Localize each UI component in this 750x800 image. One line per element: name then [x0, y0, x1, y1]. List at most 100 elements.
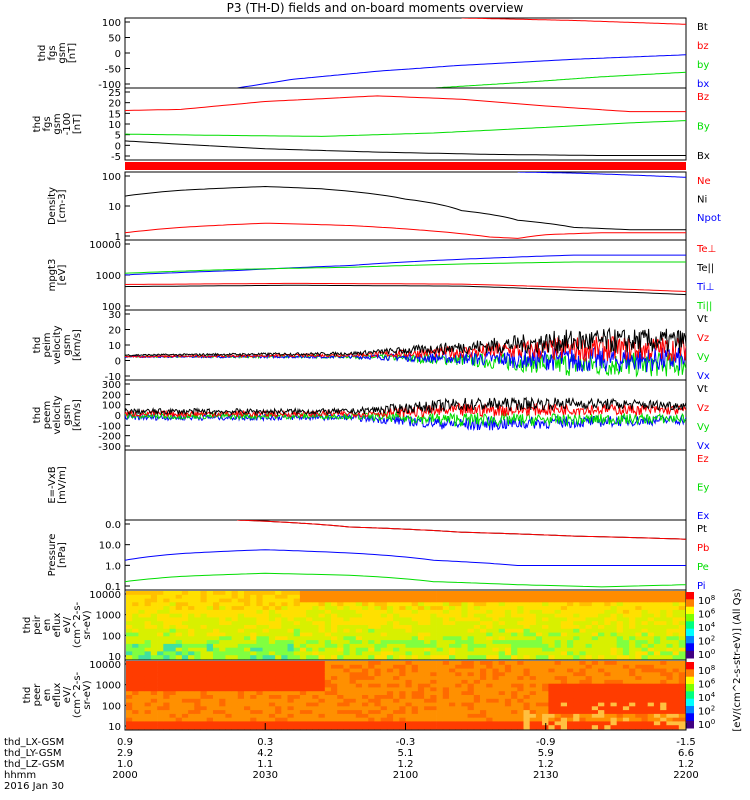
heatmap-cell: [473, 679, 481, 685]
heatmap-cell: [405, 651, 413, 656]
heatmap-cell: [312, 676, 319, 681]
heatmap-cell: [293, 617, 301, 622]
heatmap-cell: [206, 651, 214, 656]
heatmap-cell: [299, 679, 307, 685]
heatmap-cell: [250, 661, 257, 666]
heatmap-cell: [169, 651, 177, 656]
heatmap-cell: [430, 628, 437, 633]
heatmap-cell: [349, 655, 357, 660]
heatmap-cell: [442, 625, 450, 630]
heatmap-cell: [467, 617, 475, 622]
heatmap-cell: [355, 621, 363, 626]
heatmap-cell: [194, 713, 201, 719]
heatmap-cell: [343, 609, 350, 615]
heatmap-cell: [386, 668, 394, 673]
heatmap-cell: [411, 698, 419, 703]
heatmap-cell: [554, 594, 562, 599]
heatmap-cell: [237, 591, 245, 596]
heatmap-cell: [504, 632, 512, 637]
heatmap-cell: [523, 628, 531, 633]
heatmap-cell: [380, 664, 388, 669]
heatmap-cell: [473, 625, 481, 630]
y-axis-label: peem: [42, 401, 53, 429]
heatmap-cell: [237, 661, 245, 666]
heatmap-cell: [244, 598, 251, 603]
heatmap-cell: [548, 721, 555, 726]
heatmap-cell: [337, 687, 344, 692]
heatmap-cell: [169, 594, 177, 599]
heatmap-cell: [126, 679, 133, 685]
heatmap-cell: [206, 628, 214, 633]
heatmap-cell: [362, 625, 369, 630]
heatmap-cell: [560, 655, 568, 660]
heatmap-cell: [542, 710, 549, 715]
heatmap-cell: [188, 621, 195, 626]
heatmap-cell: [287, 651, 295, 656]
heatmap-cell: [591, 683, 599, 688]
heatmap-cell: [436, 710, 444, 715]
heatmap-cell: [150, 721, 158, 726]
heatmap-cell: [200, 609, 208, 615]
heatmap-cell: [275, 632, 282, 637]
heatmap-cell: [504, 598, 512, 603]
heatmap-cell: [337, 647, 344, 652]
heatmap-cell: [306, 613, 313, 618]
heatmap-cell: [573, 702, 580, 707]
heatmap-cell: [343, 725, 350, 730]
heatmap-cell: [411, 695, 419, 700]
heatmap-cell: [461, 591, 468, 596]
heatmap-cell: [442, 702, 450, 707]
heatmap-cell: [231, 710, 239, 715]
heatmap-cell: [194, 636, 201, 641]
heatmap-cell: [157, 617, 164, 622]
heatmap-cell: [417, 698, 425, 703]
heatmap-cell: [380, 606, 388, 611]
heatmap-cell: [219, 679, 226, 685]
heatmap-cell: [163, 628, 170, 633]
heatmap-cell: [585, 651, 593, 656]
heatmap-cell: [554, 632, 562, 637]
heatmap-cell: [206, 591, 214, 596]
heatmap-cell: [299, 702, 307, 707]
heatmap-cell: [573, 710, 580, 715]
heatmap-cell: [672, 636, 680, 641]
heatmap-cell: [362, 651, 369, 656]
heatmap-cell: [660, 606, 667, 611]
heatmap-cell: [225, 606, 232, 611]
colorbar-label: [eV/(cm^2-s-str-eV)] (All Qs): [732, 588, 743, 731]
heatmap-cell: [591, 695, 599, 700]
heatmap-cell: [411, 713, 419, 719]
heatmap-cell: [362, 725, 369, 730]
heatmap-cell: [653, 706, 661, 711]
heatmap-cell: [386, 661, 394, 666]
heatmap-cell: [523, 598, 531, 603]
heatmap-cell: [554, 679, 562, 685]
heatmap-cell: [262, 687, 270, 692]
heatmap-cell: [386, 640, 394, 645]
heatmap-cell: [399, 647, 406, 652]
heatmap-cell: [324, 713, 332, 719]
heatmap-cell: [306, 717, 313, 722]
heatmap-cell: [647, 591, 655, 596]
heatmap-cell: [355, 647, 363, 652]
heatmap-cell: [225, 695, 232, 700]
heatmap-cell: [306, 721, 313, 726]
heatmap-cell: [529, 609, 537, 615]
heatmap-cell: [430, 609, 437, 615]
heatmap-cell: [672, 710, 680, 715]
heatmap-cell: [157, 632, 164, 637]
heatmap-cell: [591, 591, 599, 596]
heatmap-cell: [660, 625, 667, 630]
heatmap-cell: [610, 655, 618, 660]
heatmap-cell: [449, 651, 456, 656]
heatmap-cell: [275, 668, 282, 673]
heatmap-cell: [237, 625, 245, 630]
heatmap-cell: [511, 643, 518, 649]
heatmap-cell: [175, 672, 183, 677]
heatmap-cell: [573, 640, 580, 645]
heatmap-cell: [393, 625, 400, 630]
heatmap-cell: [200, 679, 208, 685]
heatmap-cell: [548, 679, 555, 685]
heatmap-cell: [150, 676, 158, 681]
heatmap-cell: [275, 636, 282, 641]
